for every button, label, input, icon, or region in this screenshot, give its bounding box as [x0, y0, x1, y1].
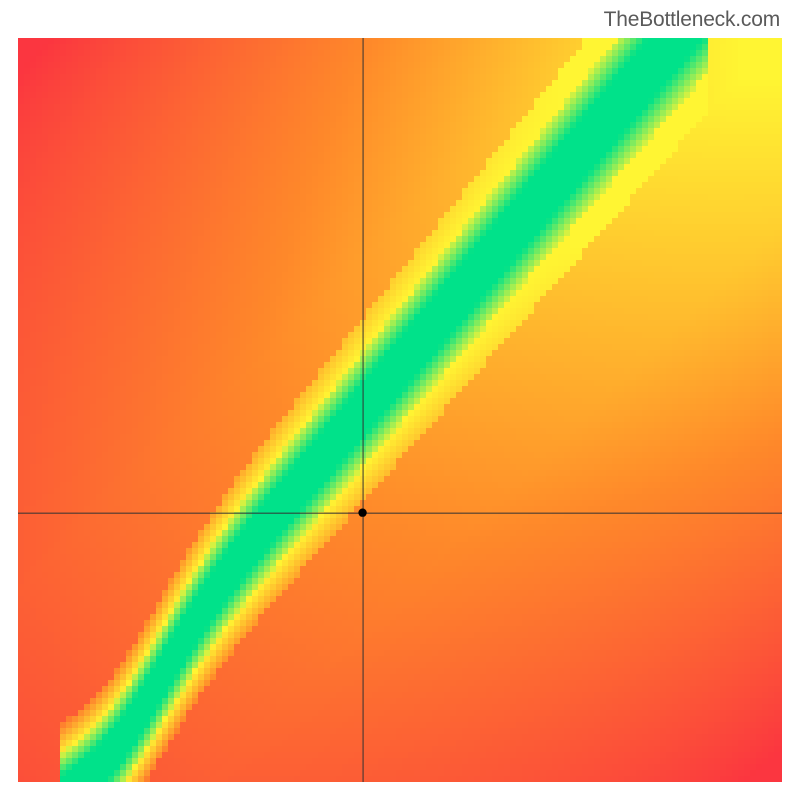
bottleneck-heatmap: [18, 38, 782, 782]
heatmap-canvas: [18, 38, 782, 782]
watermark-text: TheBottleneck.com: [604, 8, 780, 32]
